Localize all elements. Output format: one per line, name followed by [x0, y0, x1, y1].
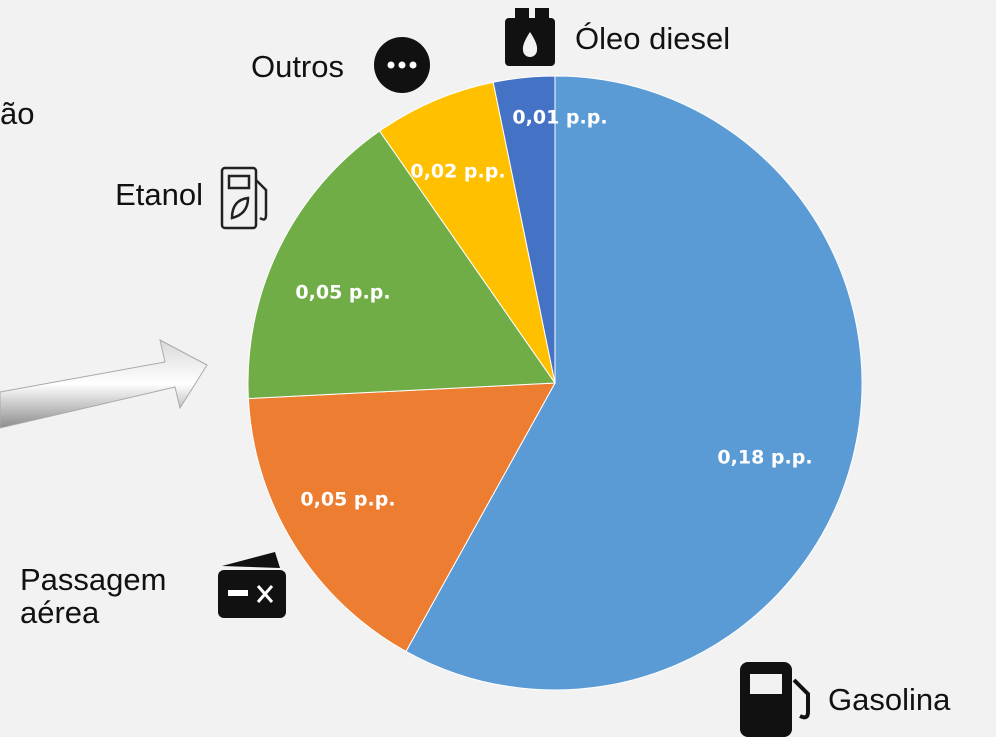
annotation: ão — [0, 96, 35, 131]
arrow — [0, 339, 208, 429]
icon-etanol — [220, 166, 268, 230]
slice — [378, 81, 556, 384]
category-label: Passagem aérea — [20, 562, 167, 630]
icon-passagem — [218, 552, 286, 618]
slice — [247, 382, 556, 653]
data-label: 0,18 p.p. — [717, 447, 812, 469]
data-label: 0,02 p.p. — [410, 161, 505, 183]
slice — [247, 130, 556, 400]
data-label: 0,01 p.p. — [512, 107, 607, 129]
category-label: Outros — [250, 49, 344, 84]
slice — [405, 75, 863, 691]
icon-outros — [374, 37, 430, 93]
pie: 0,18 p.p. 0,05 p.p. 0,05 p.p. 0,02 p.p. 0,01… — [247, 75, 863, 691]
icon-diesel — [505, 8, 555, 66]
category-label: Gasolina — [828, 682, 951, 717]
data-label: 0,05 p.p. — [300, 489, 395, 511]
category-label: Óleo diesel — [575, 21, 731, 56]
data-label: 0,05 p.p. — [295, 282, 390, 304]
icon-gasolina — [740, 662, 810, 737]
category-label: Etanol — [115, 177, 203, 212]
slice — [492, 75, 556, 384]
